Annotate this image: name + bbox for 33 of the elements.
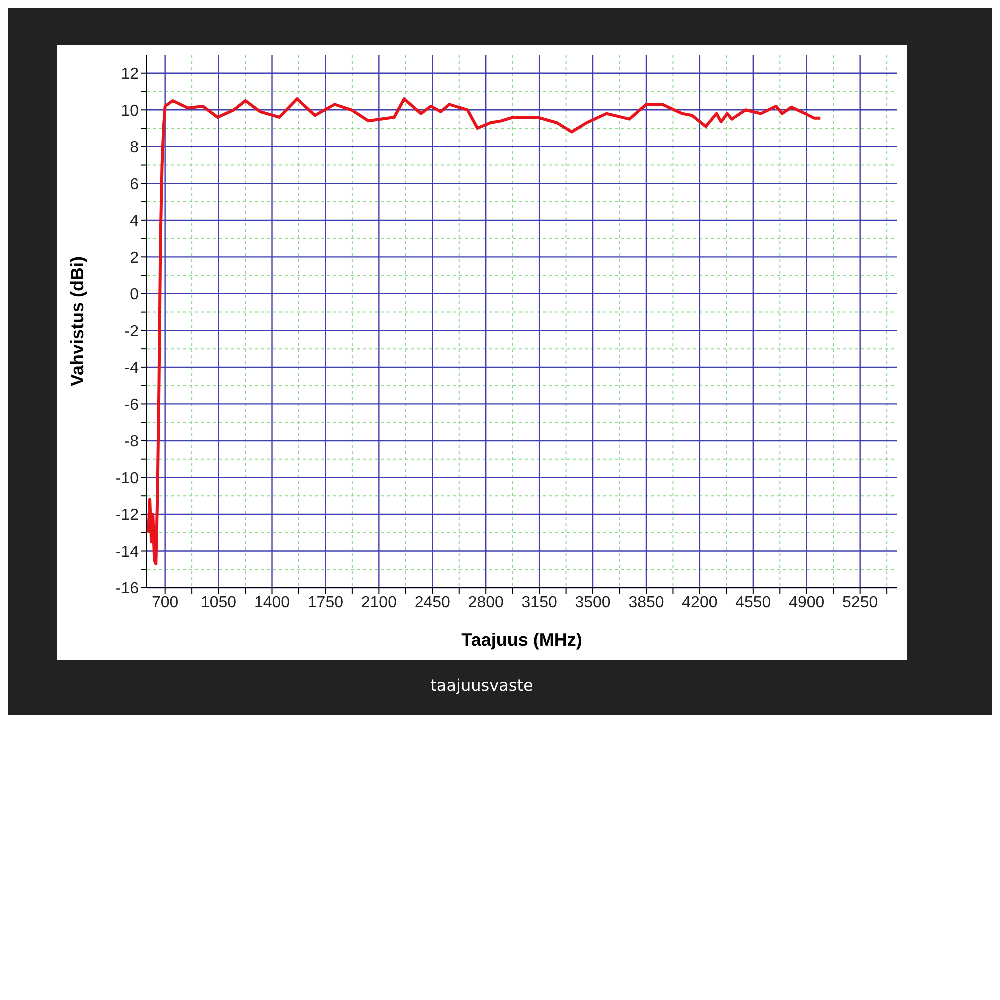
line-series xyxy=(147,98,822,566)
y-tick-label: -10 xyxy=(116,470,140,488)
y-tick-label: -4 xyxy=(124,360,140,378)
x-tick-label: 2450 xyxy=(414,594,451,612)
x-tick-label: 4550 xyxy=(736,594,772,612)
y-tick-label: -8 xyxy=(124,434,140,451)
text: taajuusvaste xyxy=(430,676,534,695)
y-axis-title: Vahvistus (dBi) xyxy=(67,256,88,387)
y-tick-label: 0 xyxy=(130,286,140,304)
x-tick-label: 3150 xyxy=(522,594,558,612)
y-tick-label: -2 xyxy=(124,323,140,340)
x-tick-label: 1050 xyxy=(200,594,237,612)
x-tick-label: 3500 xyxy=(575,594,611,612)
x-tick-label: 4900 xyxy=(789,594,825,612)
y-tick-label: -14 xyxy=(116,544,140,561)
x-tick-label: 2800 xyxy=(468,594,504,612)
y-tick-label: -16 xyxy=(116,580,140,598)
y-tick-label: 2 xyxy=(130,250,140,267)
x-axis-title: Taajuus (MHz) xyxy=(462,630,582,650)
y-tick-label: 12 xyxy=(121,66,140,84)
x-tick-label: 700 xyxy=(152,594,179,612)
y-tick-label: 6 xyxy=(130,176,140,194)
x-tick-label: 1400 xyxy=(254,594,290,612)
y-tick-label: -6 xyxy=(124,396,140,414)
x-tick-label: 4200 xyxy=(682,594,718,612)
y-tick-label: 4 xyxy=(130,213,140,230)
y-tick-label: 8 xyxy=(130,140,140,157)
y-tick-label: 10 xyxy=(121,102,140,120)
x-tick-label: 1750 xyxy=(308,594,344,612)
x-tick-label: 5250 xyxy=(842,594,878,612)
x-tick-label: 2100 xyxy=(361,594,398,612)
y-tick-label: -12 xyxy=(116,507,140,524)
x-tick-label: 3850 xyxy=(628,594,664,612)
